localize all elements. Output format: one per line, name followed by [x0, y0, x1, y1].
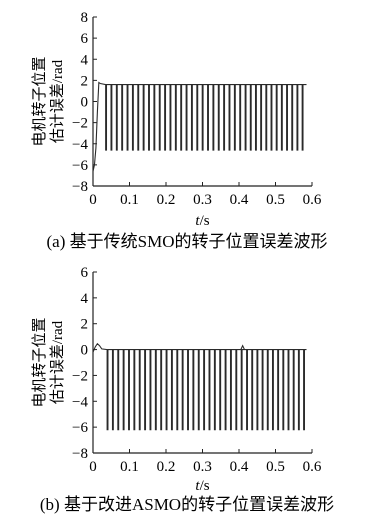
y-tick-label: −8 [72, 179, 88, 195]
x-axis-title: t/s [195, 478, 209, 494]
y-tick-label: −4 [72, 394, 88, 410]
x-tick-label: 0 [89, 459, 97, 475]
y-tick-label: 8 [81, 10, 89, 26]
series-line [92, 342, 307, 431]
x-tick-label: 0.1 [120, 192, 139, 208]
y-tick-label: 4 [81, 52, 89, 68]
y-tick-label: 6 [81, 265, 89, 281]
x-tick-label: 0.2 [157, 459, 176, 475]
y-tick-label: 2 [81, 317, 89, 333]
y-tick-label: −2 [72, 368, 88, 384]
x-tick-label: 0.6 [303, 192, 322, 208]
y-tick-label: −8 [72, 446, 88, 462]
figure-caption: (b) 基于改进ASMO的转子位置误差波形 [40, 495, 334, 514]
y-tick-label: −6 [72, 420, 88, 436]
chart-panel-a: −8 −6 −4 −2 0 2 4 6 8 0 0.1 0.2 0.3 0.4 0.5 0.6 t/s 电机转子位… [31, 10, 327, 251]
y-tick-label: 0 [81, 343, 89, 359]
y-tick-label: 0 [81, 95, 89, 111]
y-axis-title-line: 估计误差/rad [49, 320, 66, 404]
x-tick-label: 0.6 [303, 459, 322, 475]
x-tick-label: 0.5 [266, 459, 285, 475]
x-tick-label: 0.4 [230, 192, 249, 208]
y-tick-label: −2 [72, 116, 88, 132]
y-tick-label: −6 [72, 158, 88, 174]
chart-panel-b: −8 −6 −4 −2 0 2 4 6 0 0.1 0.2 0.3 0.4 0.5 0.6 t/s 电机转子位置… [31, 265, 334, 514]
y-tick-label: −4 [72, 137, 88, 153]
y-axis-title-line: 估计误差/rad [49, 59, 66, 143]
x-tick-label: 0.3 [193, 192, 212, 208]
y-axis-title-line: 电机转子位置 [31, 317, 48, 407]
series-line [92, 81, 307, 172]
y-tick-label: 2 [81, 73, 89, 89]
x-tick-label: 0.5 [266, 192, 285, 208]
x-tick-label: 0.4 [230, 459, 249, 475]
x-tick-label: 0.3 [193, 459, 212, 475]
figure-caption: (a) 基于传统SMO的转子位置误差波形 [47, 232, 328, 251]
y-tick-label: 4 [81, 291, 89, 307]
x-axis-title: t/s [195, 213, 209, 229]
x-tick-label: 0.1 [120, 459, 139, 475]
y-axis-title-line: 电机转子位置 [31, 56, 48, 146]
y-tick-label: 6 [81, 31, 89, 47]
x-tick-label: 0 [89, 192, 97, 208]
x-tick-label: 0.2 [157, 192, 176, 208]
